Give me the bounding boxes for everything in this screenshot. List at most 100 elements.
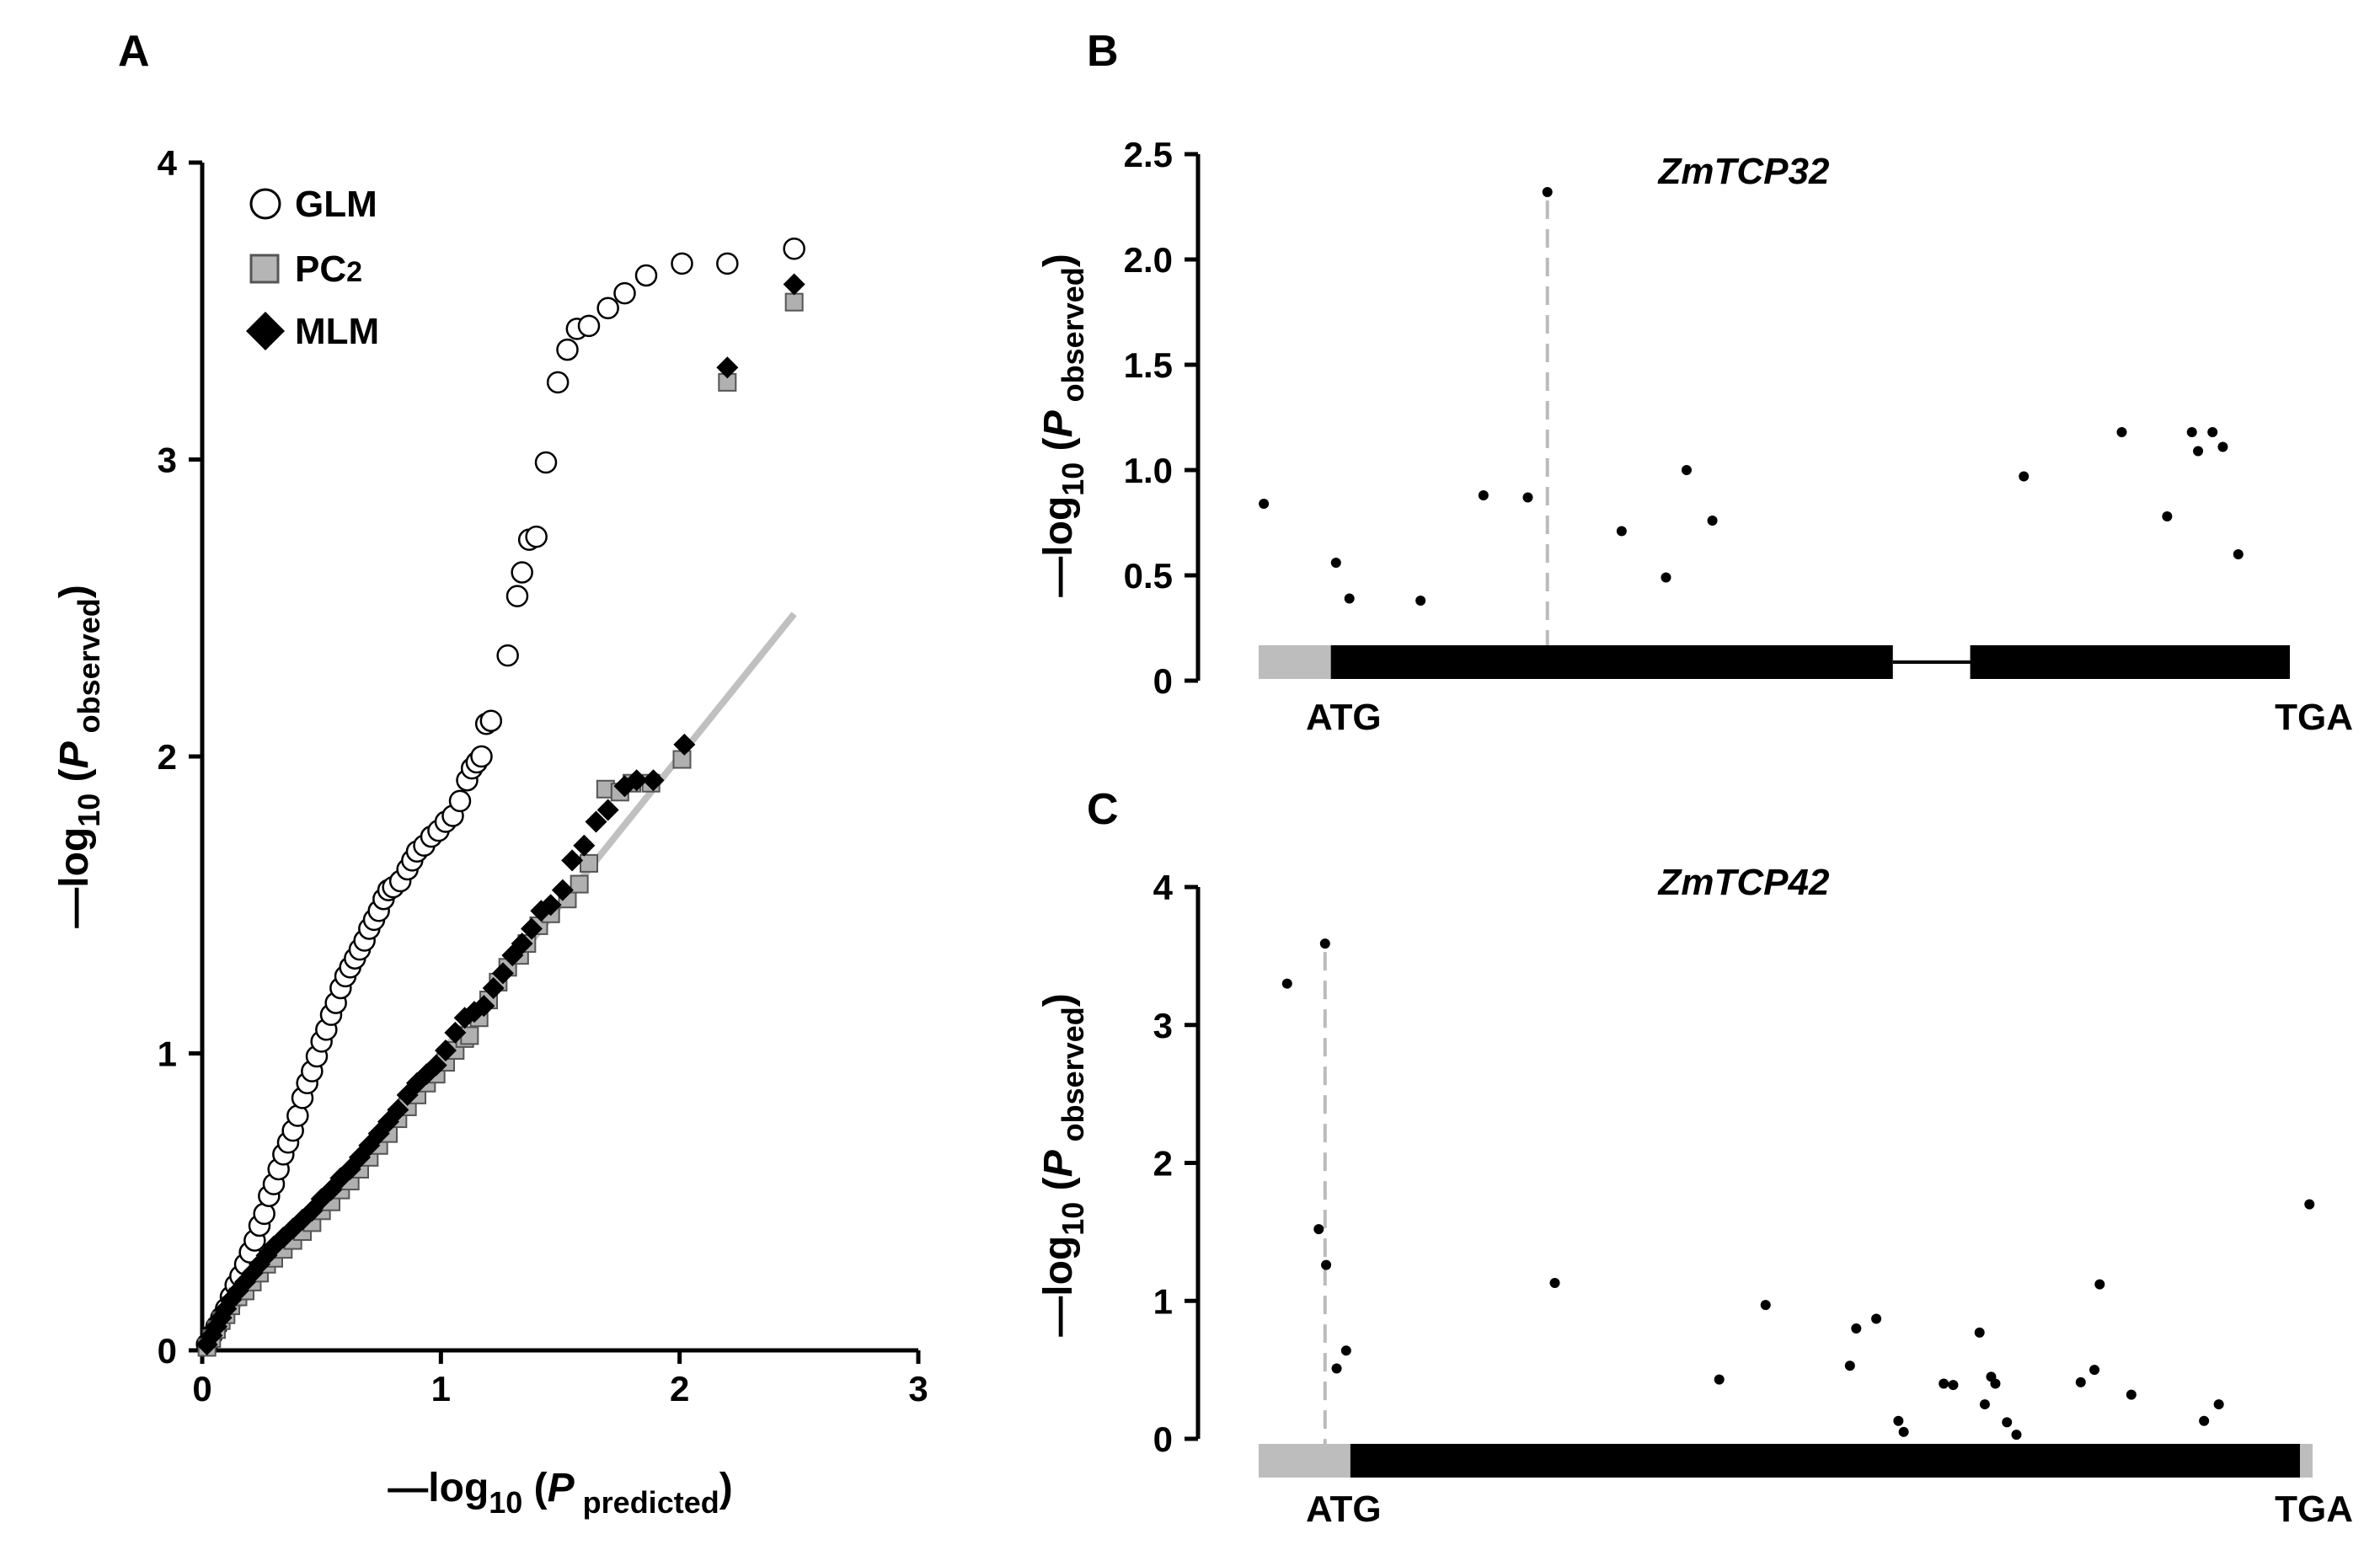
mlm-point	[783, 273, 805, 296]
snp-point	[1871, 1313, 1882, 1324]
gene-exon	[1970, 645, 2290, 679]
y-tick-label: 1	[1153, 1281, 1173, 1321]
glm-point	[479, 709, 503, 732]
gene-utr	[2299, 1444, 2313, 1478]
y-tick-label: 2.5	[1124, 135, 1173, 174]
y-tick-label: 1.0	[1124, 451, 1173, 490]
snp-point	[1681, 465, 1692, 475]
mlm-point	[201, 1324, 223, 1347]
mlm-point	[716, 356, 739, 379]
glm-point	[556, 338, 579, 361]
mlm-point	[642, 769, 665, 792]
panel-b-snps	[1259, 187, 2244, 606]
mlm-point	[596, 799, 619, 821]
legend-pc2-label: PC2	[295, 249, 362, 290]
mlm-point	[387, 1098, 409, 1121]
snp-point	[2019, 471, 2030, 482]
mlm-point	[492, 962, 514, 985]
snp-point	[1313, 1224, 1324, 1235]
pc2-point	[460, 1026, 479, 1045]
mlm-point	[625, 769, 648, 792]
y-tick-label: 1	[158, 1034, 177, 1074]
legend-glm-marker	[249, 188, 281, 220]
glm-point	[511, 561, 533, 584]
snp-point	[1974, 1327, 1985, 1338]
glm-point	[448, 789, 472, 813]
snp-point	[1979, 1399, 1990, 1410]
glm-point	[596, 297, 619, 319]
panel-b-label: B	[1087, 27, 1119, 76]
snp-point	[1522, 492, 1533, 503]
snp-point	[2002, 1417, 2013, 1428]
snp-point	[2199, 1415, 2210, 1426]
snp-point	[1851, 1323, 1862, 1334]
gene-exon	[1350, 1444, 2300, 1478]
snp-point	[1616, 526, 1627, 537]
panel-b-gene-model	[1259, 645, 2290, 679]
legend-glm-label: GLM	[295, 184, 377, 225]
mlm-point	[585, 810, 607, 833]
snp-point	[1415, 596, 1426, 606]
snp-point	[1319, 938, 1330, 949]
panel-b-ticks: 0 0.5 1.0 1.5 2.0 2.5	[1124, 135, 1198, 701]
y-tick-label: 0	[1153, 661, 1173, 701]
y-tick-label: 2	[158, 737, 177, 777]
snp-point	[1760, 1300, 1771, 1311]
mlm-point	[673, 733, 696, 756]
series-pc2	[197, 292, 804, 1357]
y-tick-label: 3	[1153, 1006, 1173, 1045]
mlm-point	[482, 976, 505, 999]
mlm-point	[425, 1054, 447, 1077]
snp-point	[2089, 1365, 2100, 1376]
snp-point	[1661, 572, 1671, 583]
glm-point	[783, 237, 805, 260]
glm-point	[534, 451, 558, 474]
snp-point	[2126, 1389, 2137, 1400]
snp-point	[1344, 593, 1355, 604]
snp-point	[2213, 1399, 2224, 1410]
snp-point	[2193, 446, 2204, 457]
snp-point	[1330, 558, 1341, 568]
snp-point	[1549, 1277, 1560, 1288]
gene-exon	[1330, 645, 1893, 679]
mlm-point	[444, 1021, 467, 1044]
snp-point	[1990, 1378, 2001, 1389]
panel-c: C ZmTCP42 0 1 2 3 4 ATG TGA —log10 (P observ…	[1036, 785, 2353, 1530]
panel-c-stop-codon: TGA	[2275, 1489, 2353, 1530]
pc2-point	[570, 874, 589, 894]
snp-point	[1714, 1374, 1725, 1385]
pc2-point	[580, 853, 598, 873]
panel-c-label: C	[1087, 785, 1119, 834]
pc2-point	[672, 750, 692, 769]
snp-point	[2217, 441, 2228, 452]
panel-b-stop-codon: TGA	[2275, 697, 2353, 738]
panel-c-start-codon: ATG	[1306, 1489, 1382, 1530]
y-tick-label: 3	[158, 441, 177, 480]
snp-point	[1478, 490, 1489, 500]
snp-point	[2011, 1430, 2022, 1440]
mlm-point	[473, 995, 495, 1018]
snp-point	[1948, 1380, 1959, 1391]
legend: GLM PC2 MLM	[246, 184, 379, 352]
legend-mlm-marker	[246, 312, 285, 350]
legend-pc2-marker	[249, 254, 280, 284]
panel-b-gene-title: ZmTCP32	[1657, 151, 1830, 192]
snp-point	[1259, 499, 1270, 509]
series-glm	[195, 237, 805, 1356]
x-tick-label: 3	[908, 1369, 928, 1408]
glm-point	[470, 745, 493, 768]
snp-point	[1321, 1259, 1332, 1270]
glm-point	[613, 281, 636, 305]
glm-point	[496, 644, 519, 667]
y-tick-label: 1.5	[1124, 345, 1173, 385]
panel-c-snps	[1281, 938, 2315, 1440]
snp-point	[1542, 187, 1553, 197]
x-tick-label: 0	[192, 1369, 211, 1408]
panel-c-gene-title: ZmTCP42	[1657, 862, 1830, 903]
panel-b-start-codon: ATG	[1306, 697, 1382, 738]
mlm-point	[561, 849, 584, 872]
snp-point	[1340, 1345, 1351, 1356]
snp-point	[2186, 427, 2197, 437]
snp-point	[2304, 1199, 2315, 1210]
panel-c-ticks: 0 1 2 3 4	[1153, 868, 1198, 1459]
